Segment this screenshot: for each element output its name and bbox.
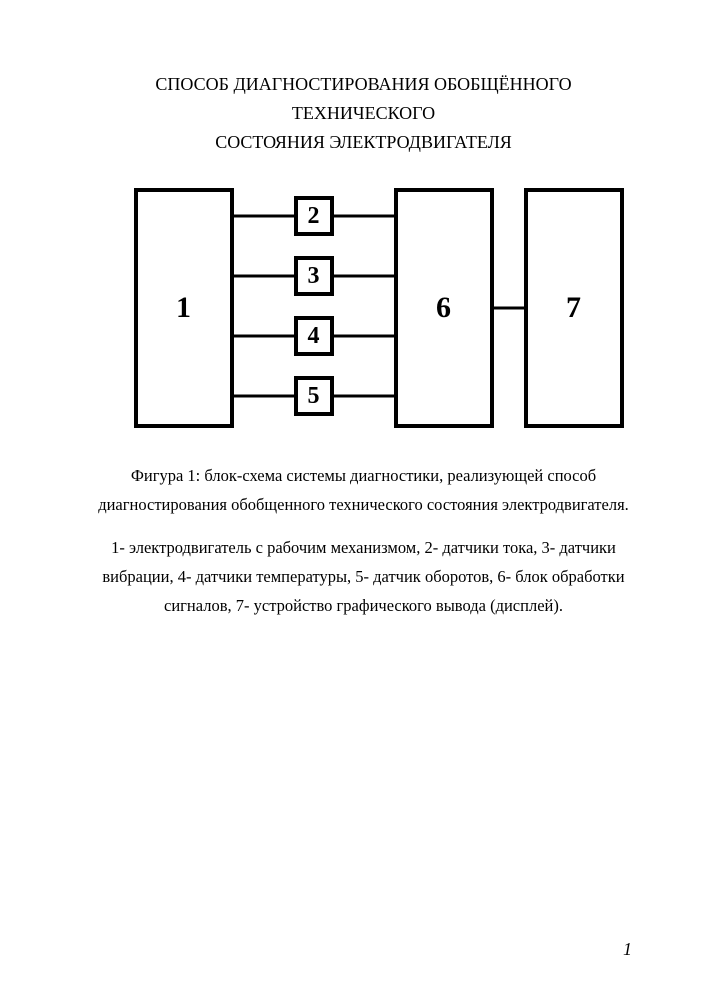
title-line-2: СОСТОЯНИЯ ЭЛЕКТРОДВИГАТЕЛЯ	[215, 132, 512, 152]
node-3: 3	[294, 256, 334, 296]
node-6: 6	[394, 188, 494, 428]
figure-caption: Фигура 1: блок-схема системы диагностики…	[90, 462, 637, 520]
document-title: СПОСОБ ДИАГНОСТИРОВАНИЯ ОБОБЩЁННОГО ТЕХН…	[90, 70, 637, 156]
page-number: 1	[623, 939, 632, 960]
title-line-1: СПОСОБ ДИАГНОСТИРОВАНИЯ ОБОБЩЁННОГО ТЕХН…	[155, 74, 571, 123]
page: СПОСОБ ДИАГНОСТИРОВАНИЯ ОБОБЩЁННОГО ТЕХН…	[0, 0, 707, 1000]
node-5: 5	[294, 376, 334, 416]
node-1: 1	[134, 188, 234, 428]
node-4: 4	[294, 316, 334, 356]
node-7: 7	[524, 188, 624, 428]
node-2: 2	[294, 196, 334, 236]
block-diagram: 167 2 3 4 5	[104, 178, 624, 438]
figure-legend: 1- электродвигатель с рабочим механизмом…	[90, 534, 637, 621]
